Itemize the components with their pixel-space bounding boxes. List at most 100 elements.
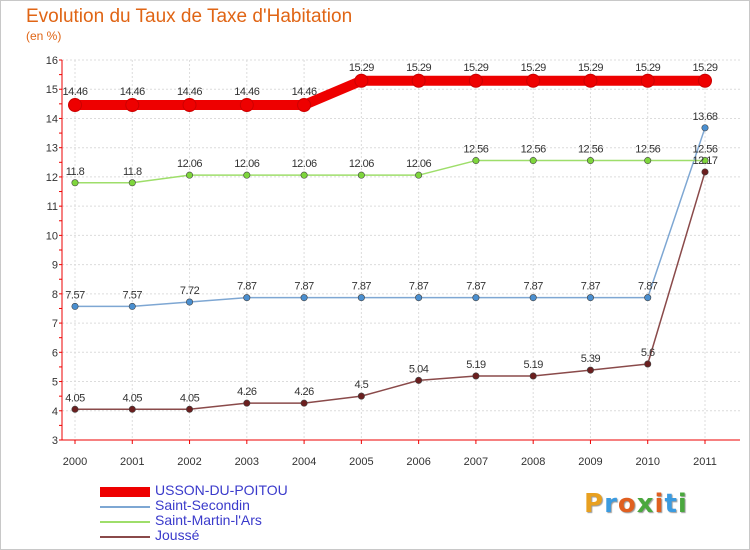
series-2-point <box>300 171 308 179</box>
series-0-point <box>583 73 598 88</box>
x-tick-label: 2011 <box>693 456 717 468</box>
series-3-point <box>71 405 79 413</box>
y-tick-label: 7 <box>52 318 58 330</box>
proxiti-logo-letter: P <box>584 489 605 519</box>
series-0-data-label: 15.29 <box>521 62 546 74</box>
y-tick-label: 4 <box>52 406 58 418</box>
proxiti-logo-letter: o <box>617 489 637 519</box>
legend-swatch-usson <box>100 486 150 497</box>
series-0-data-label: 15.29 <box>349 62 374 74</box>
series-2-data-label: 12.06 <box>406 158 431 170</box>
series-2-data-label: 11.8 <box>66 166 85 178</box>
series-0-point <box>526 73 541 88</box>
x-tick-label: 2008 <box>521 456 545 468</box>
series-3-data-label: 4.26 <box>294 386 314 398</box>
x-tick-label: 2000 <box>63 456 87 468</box>
chart-title: Evolution du Taux de Taxe d'Habitation <box>26 6 353 27</box>
proxiti-logo-letter: r <box>604 489 618 519</box>
series-3-line <box>75 171 706 411</box>
series-0-point <box>182 98 197 113</box>
series-3-data-label: 5.19 <box>466 359 486 371</box>
y-tick-label: 14 <box>46 113 58 125</box>
x-tick-label: 2001 <box>120 456 144 468</box>
series-0-point <box>125 98 140 113</box>
series-1-data-label: 7.87 <box>638 281 658 293</box>
series-0-data-label: 14.46 <box>234 86 259 98</box>
proxiti-logo-letter: t <box>664 489 678 519</box>
series-1-data-label: 7.87 <box>352 281 372 293</box>
y-tick-label: 12 <box>46 172 58 184</box>
series-3-data-label: 4.05 <box>180 392 200 404</box>
series-2-point <box>586 157 594 165</box>
series-2-point <box>472 157 480 165</box>
series-1-point <box>186 298 194 306</box>
series-1-data-label: 7.57 <box>123 289 143 301</box>
series-2-data-label: 12.06 <box>177 158 202 170</box>
series-1-data-label: 7.87 <box>294 281 314 293</box>
series-1-point <box>586 294 594 302</box>
series-0-point <box>698 73 712 88</box>
series-0-line <box>75 75 705 111</box>
y-tick-label: 11 <box>47 201 58 213</box>
series-0-point <box>468 73 483 88</box>
series-3-data-label: 4.5 <box>354 379 368 391</box>
series-0-data-label: 15.29 <box>578 62 603 74</box>
series-2-point <box>529 157 537 165</box>
proxiti-logo-letter: x <box>636 489 655 519</box>
series-0-point <box>411 73 426 88</box>
series-3-point <box>586 366 594 374</box>
x-tick-label: 2002 <box>177 456 201 468</box>
series-2-data-label: 12.56 <box>692 144 717 156</box>
series-2-data-label: 12.06 <box>234 158 259 170</box>
series-1-point <box>243 294 251 302</box>
series-0-point <box>239 98 254 113</box>
series-1-line <box>75 127 706 308</box>
series-3-data-label: 4.26 <box>237 386 257 398</box>
series-2-point <box>243 171 251 179</box>
series-3-point <box>357 392 365 400</box>
series-1-data-label: 7.87 <box>466 281 486 293</box>
series-2-point <box>415 171 423 179</box>
y-tick-label: 6 <box>52 347 58 359</box>
series-2-line <box>75 159 705 184</box>
x-tick-label: 2010 <box>635 456 659 468</box>
series-2-data-label: 12.06 <box>292 158 317 170</box>
series-3-data-label: 12.17 <box>692 155 717 167</box>
series-1-point <box>357 294 365 302</box>
series-1-data-label: 7.87 <box>409 281 429 293</box>
series-1-data-label: 7.57 <box>65 289 85 301</box>
series-1-point <box>415 294 423 302</box>
y-tick-label: 16 <box>46 55 58 67</box>
series-2-data-label: 12.56 <box>635 144 660 156</box>
legend-label-saint-martin: Saint-Martin-l'Ars <box>155 512 262 528</box>
y-tick-label: 15 <box>46 84 58 96</box>
series-3-point <box>128 405 136 413</box>
series-1-point <box>529 294 537 302</box>
series-0-point <box>640 73 655 88</box>
legend-label-jousse: Joussé <box>155 527 200 543</box>
series-3-data-label: 5.04 <box>409 363 429 375</box>
proxiti-logo: Proxiti <box>584 489 688 519</box>
legend-swatch-jousse <box>100 535 150 538</box>
legend-label-usson: USSON-DU-POITOU <box>155 482 288 498</box>
y-tick-label: 5 <box>52 377 58 389</box>
x-tick-label: 2004 <box>292 456 316 468</box>
series-2-point <box>128 179 136 187</box>
series-1-point <box>644 294 652 302</box>
series-2-point <box>644 157 652 165</box>
series-3-data-label: 5.39 <box>581 353 601 365</box>
series-1-point <box>701 124 709 132</box>
series-1-data-label: 7.72 <box>180 285 200 297</box>
series-1-data-label: 13.68 <box>692 111 717 123</box>
plot-area <box>62 60 740 440</box>
series-3-point <box>186 405 194 413</box>
y-tick-label: 3 <box>52 435 58 447</box>
series-1-data-label: 7.87 <box>581 281 601 293</box>
legend-label-saint-secondin: Saint-Secondin <box>155 497 250 513</box>
y-tick-label: 13 <box>46 143 58 155</box>
series-3-point <box>472 372 480 380</box>
series-3-data-label: 5.19 <box>523 359 543 371</box>
series-0-point <box>68 98 82 113</box>
series-3-data-label: 4.05 <box>123 392 143 404</box>
